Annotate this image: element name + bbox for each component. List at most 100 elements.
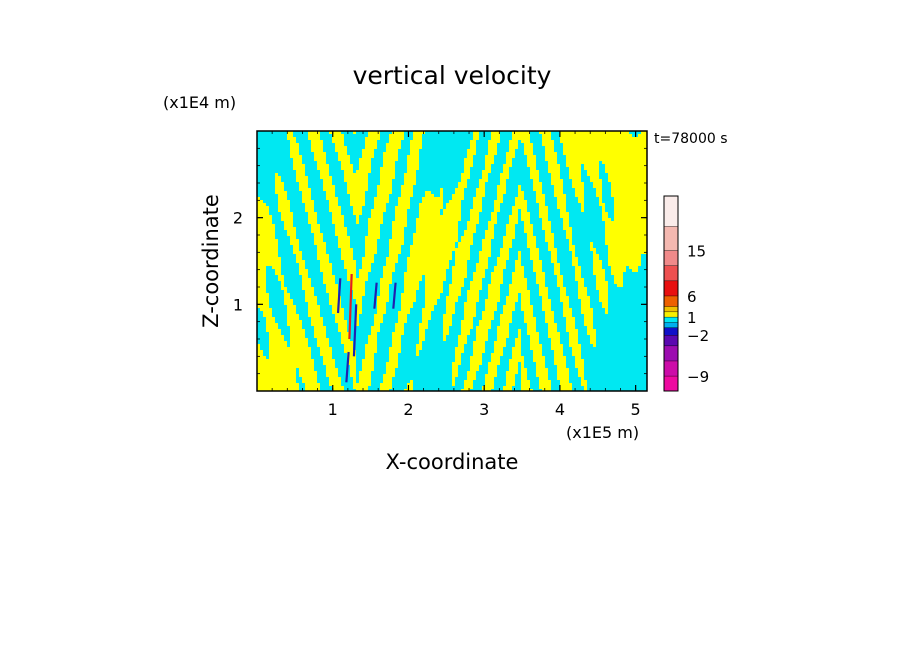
field-cell	[464, 308, 476, 311]
field-cell	[449, 290, 461, 293]
field-cell	[560, 137, 647, 140]
field-cell	[395, 326, 404, 329]
field-cell	[455, 251, 470, 254]
field-cell	[482, 170, 491, 173]
field-cell	[344, 266, 356, 269]
field-cell	[509, 146, 518, 149]
field-cell	[473, 278, 482, 281]
field-cell	[476, 338, 488, 341]
field-cell	[401, 185, 413, 188]
field-cell	[257, 344, 260, 347]
field-streak	[348, 273, 353, 340]
field-cell	[452, 377, 455, 380]
field-cell	[503, 242, 512, 245]
field-cell	[380, 386, 392, 389]
field-cell	[443, 335, 446, 338]
field-cell	[551, 176, 560, 179]
field-cell	[542, 224, 551, 227]
field-cell	[386, 257, 398, 260]
field-cell	[455, 356, 461, 359]
field-cell	[536, 272, 545, 275]
field-cell	[605, 311, 608, 314]
field-cell	[347, 191, 365, 194]
field-cell	[575, 272, 581, 275]
field-cell	[557, 203, 566, 206]
field-cell	[356, 308, 362, 311]
field-cell	[479, 320, 491, 323]
field-cell	[509, 362, 518, 365]
field-cell	[464, 167, 470, 170]
field-cell	[290, 335, 305, 338]
field-cell	[611, 194, 647, 197]
field-cell	[470, 140, 476, 143]
field-cell	[446, 311, 455, 314]
field-cell	[491, 278, 503, 281]
field-cell	[470, 368, 479, 371]
field-cell	[419, 212, 440, 215]
field-cell	[503, 164, 512, 167]
field-cell	[299, 182, 308, 185]
field-cell	[257, 266, 266, 269]
field-cell	[545, 311, 554, 314]
field-cell	[527, 239, 536, 242]
field-cell	[443, 209, 461, 212]
field-cell	[473, 275, 485, 278]
field-cell	[284, 302, 293, 305]
field-cell	[497, 326, 509, 329]
field-cell	[332, 386, 344, 389]
field-cell	[425, 191, 431, 194]
field-cell	[257, 236, 275, 239]
field-cell	[515, 200, 527, 203]
field-cell	[461, 389, 470, 391]
field-cell	[416, 350, 419, 353]
field-cell	[569, 338, 578, 341]
field-cell	[485, 302, 497, 305]
field-cell	[488, 287, 500, 290]
field-streak	[392, 282, 397, 309]
field-cell	[467, 221, 479, 224]
field-cell	[446, 296, 458, 299]
colorbar-band	[664, 311, 678, 317]
field-cell	[593, 251, 596, 254]
field-cell	[470, 218, 479, 221]
x-tick-label: 4	[555, 400, 565, 419]
field-cell	[536, 371, 548, 374]
field-cell	[275, 182, 284, 185]
field-cell	[380, 281, 392, 284]
field-cell	[599, 293, 608, 296]
field-cell	[281, 218, 293, 221]
plot-frame	[256, 130, 648, 392]
field-cell	[407, 383, 413, 386]
field-cell	[491, 275, 503, 278]
field-cell	[479, 182, 485, 185]
field-cell	[290, 152, 299, 155]
field-cell	[293, 167, 305, 170]
field-cell	[320, 350, 332, 353]
field-cell	[317, 257, 329, 260]
field-cell	[374, 320, 383, 323]
field-cell	[503, 245, 512, 248]
field-cell	[521, 212, 530, 215]
field-cell	[335, 317, 344, 320]
field-cell	[317, 161, 326, 164]
field-cell	[329, 206, 341, 209]
field-cell	[497, 260, 506, 263]
field-cell	[482, 173, 488, 176]
field-cell	[299, 368, 314, 371]
field-cell	[389, 242, 404, 245]
field-cell	[518, 188, 521, 191]
field-cell	[554, 350, 563, 353]
colorbar-tick-label: 1	[687, 309, 697, 327]
field-cell	[314, 239, 323, 242]
field-cell	[488, 224, 494, 227]
field-cell	[494, 203, 500, 206]
field-cell	[338, 323, 347, 326]
field-cell	[545, 230, 551, 233]
field-cell	[380, 290, 389, 293]
field-cell	[536, 200, 545, 203]
field-cell	[296, 173, 305, 176]
field-cell	[278, 200, 290, 203]
field-cell	[284, 224, 293, 227]
field-cell	[329, 299, 341, 302]
field-cell	[578, 371, 584, 374]
